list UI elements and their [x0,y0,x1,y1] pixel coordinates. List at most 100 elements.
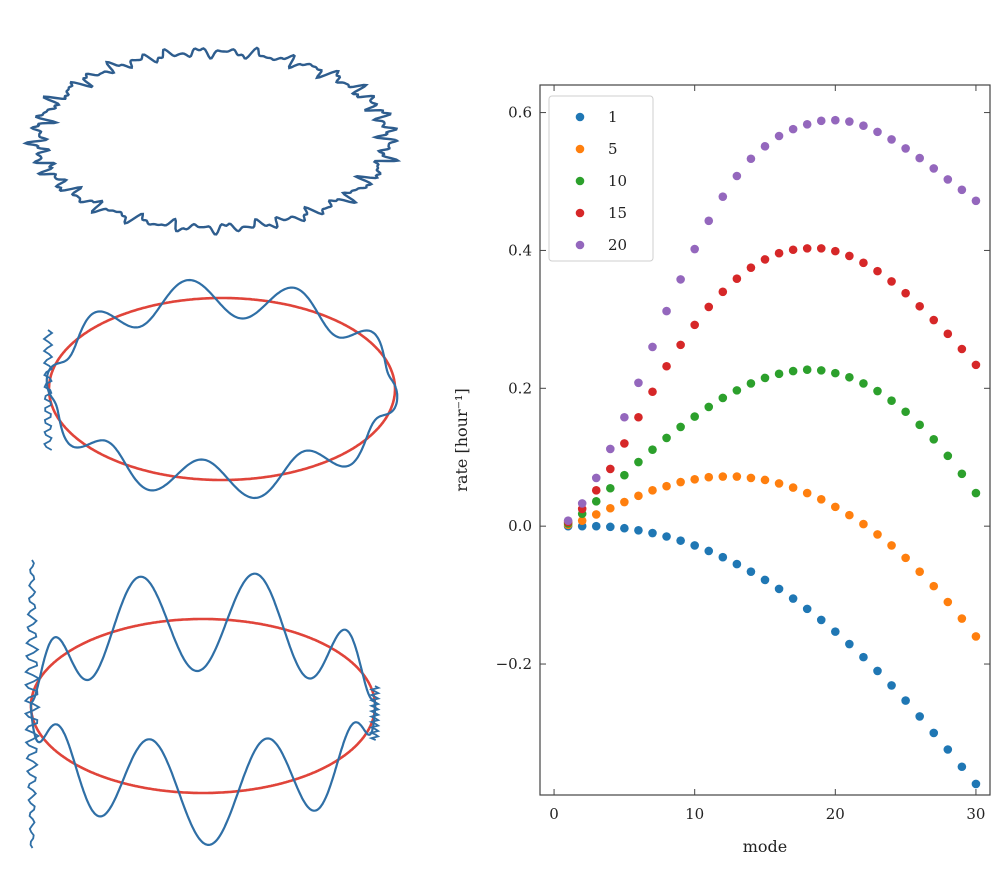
data-point [887,396,896,406]
data-point [971,488,981,498]
data-point [845,510,854,520]
data-point [591,473,601,483]
data-point [915,301,924,311]
data-point [648,486,657,495]
data-point [788,594,798,603]
data-point [901,696,910,705]
data-point [816,244,826,253]
data-point [760,142,770,151]
data-point [802,119,812,129]
legend-marker [575,208,585,218]
data-point [732,171,742,181]
data-point [831,246,840,256]
data-point [788,245,798,255]
series-1 [563,521,981,789]
data-point [732,559,742,569]
legend-label: 1 [608,108,618,126]
data-point [859,379,868,388]
data-point [704,472,714,482]
x-tick-label: 10 [685,805,704,823]
data-point [577,499,587,508]
data-point [901,553,910,563]
data-point [746,154,756,164]
legend-label: 20 [608,236,627,254]
data-point [648,445,657,454]
data-point [873,530,882,539]
data-point [634,412,643,422]
x-tick-label: 30 [966,805,985,823]
data-point [760,255,770,264]
series-5 [563,472,981,641]
data-point [746,567,756,576]
data-point [648,528,657,538]
data-point [774,369,784,379]
data-point [802,244,812,253]
data-point [831,627,840,636]
data-point [690,474,699,484]
data-point [887,541,896,550]
data-point [774,584,784,594]
data-points [563,115,981,789]
data-point [831,115,840,125]
data-point [929,581,939,591]
data-point [606,503,615,513]
data-point [887,681,896,690]
data-point [957,344,967,354]
data-point [971,196,981,206]
plot-frame [539,84,991,796]
data-point [873,386,882,396]
data-point [774,248,784,258]
data-point [718,287,728,297]
data-point [774,131,784,141]
data-point [676,536,685,545]
data-point [915,420,924,430]
data-point [704,402,714,412]
panel-wavy-ellipse [42,278,399,500]
data-point [662,306,671,316]
x-tick-label: 0 [549,805,559,823]
data-point [971,779,981,789]
large-wavy-curve [29,572,377,846]
x-axis-label: mode [743,837,788,856]
data-point [915,567,924,576]
data-point [662,481,671,491]
legend-box [548,95,654,262]
data-point [845,251,854,261]
data-point [634,457,643,467]
data-point [732,386,742,395]
data-point [873,266,882,276]
data-point [676,422,685,432]
data-point [957,185,967,195]
data-point [620,470,629,480]
data-point [788,124,798,134]
data-point [845,639,854,649]
series-10 [563,365,981,528]
y-tick-label: 0.0 [508,517,532,535]
data-point [859,258,868,268]
data-point [957,762,967,772]
data-point [859,121,868,130]
data-point [591,486,601,495]
right-edge-oscillation [368,685,382,741]
data-point [788,483,798,492]
data-point [718,552,728,562]
data-point [718,393,728,403]
y-tick-label: 0.6 [508,104,532,122]
data-point [690,541,699,550]
y-axis-ticks: −0.2 0.0 0.2 0.4 0.6 [496,104,990,673]
data-point [901,144,910,153]
data-point [943,329,953,339]
base-ellipse [29,617,377,795]
left-edge-oscillation [23,559,41,849]
data-point [845,117,854,126]
data-point [620,439,629,448]
panel-noisy-ellipse [22,46,402,236]
data-point [760,575,770,585]
data-point [690,412,699,421]
series-15 [563,244,981,527]
legend-label: 15 [608,204,627,222]
y-axis-label: rate [hour⁻¹] [452,388,471,491]
data-point [746,473,756,483]
